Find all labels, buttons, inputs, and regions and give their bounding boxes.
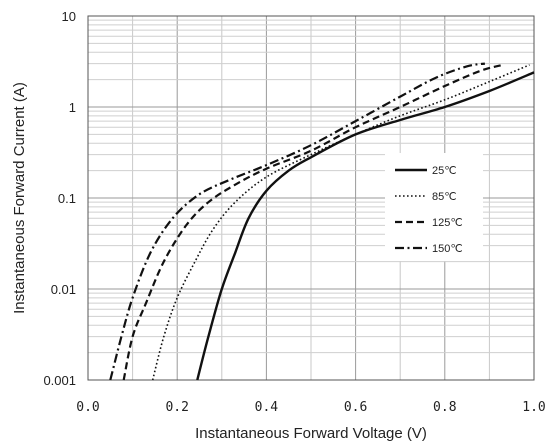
plot-frame <box>87 15 535 381</box>
series-line <box>196 71 535 381</box>
series-lines <box>109 62 535 381</box>
legend: 25℃ 85℃ 125℃ 150℃ <box>385 153 483 261</box>
y-tick-label: 0.001 <box>43 373 76 388</box>
y-tick-label: 1 <box>69 100 76 115</box>
x-axis-title: Instantaneous Forward Voltage (V) <box>195 425 427 442</box>
legend-label: 150℃ <box>432 243 463 255</box>
x-tick-label: 0.6 <box>344 400 367 415</box>
series-line <box>151 64 530 381</box>
legend-label: 85℃ <box>432 191 457 203</box>
x-tick-label: 0.4 <box>255 400 279 415</box>
series-line <box>122 63 504 381</box>
y-tick-label: 0.01 <box>51 282 76 297</box>
y-axis-title: Instantaneous Forward Current (A) <box>11 82 28 314</box>
series-line <box>109 62 486 381</box>
tick-labels: 0.0 0.2 0.4 0.6 0.8 1.0 0.001 0.01 0.1 1 10 <box>43 9 545 415</box>
x-tick-label: 1.0 <box>522 400 545 415</box>
legend-label: 25℃ <box>432 165 457 177</box>
y-tick-label: 0.1 <box>58 191 76 206</box>
x-tick-label: 0.8 <box>433 400 456 415</box>
x-tick-label: 0.0 <box>76 400 99 415</box>
x-tick-label: 0.2 <box>165 400 188 415</box>
y-tick-label: 10 <box>62 9 76 24</box>
legend-label: 125℃ <box>432 217 463 229</box>
